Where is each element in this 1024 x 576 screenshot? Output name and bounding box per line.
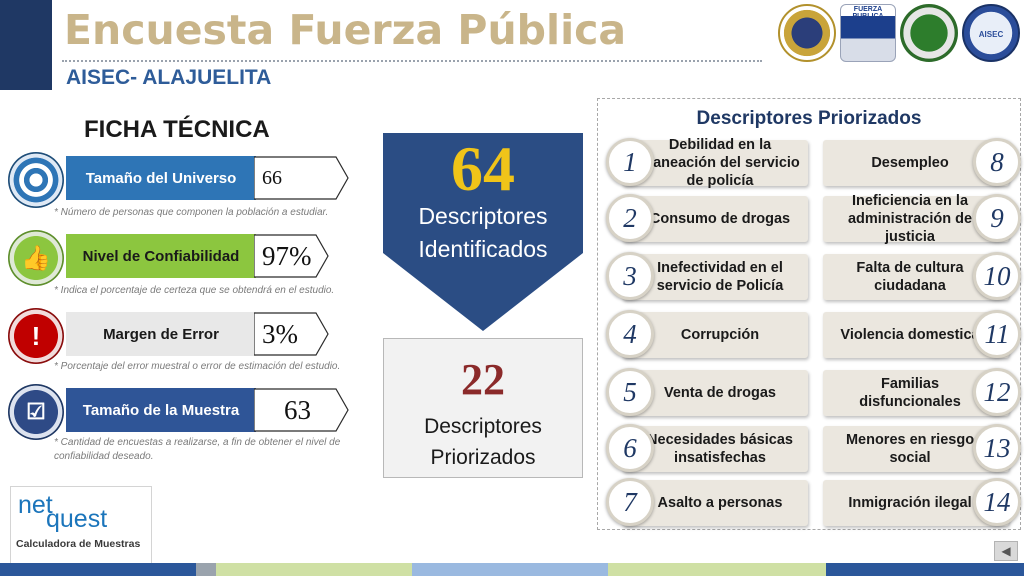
thumbs-up-icon: 👍 <box>8 230 64 286</box>
ficha-value-box-margen: 3% <box>254 312 350 356</box>
identified-count: 64 <box>451 133 515 204</box>
ficha-note-confiabilidad: * Indica el porcentaje de certeza que se… <box>54 285 335 296</box>
netquest-logo-box[interactable] <box>10 486 152 564</box>
alert-icon: ! <box>8 308 64 364</box>
ficha-note-margen: * Porcentaje del error muestral o error … <box>54 361 341 372</box>
descriptor-item-7: Asalto a personas 7 <box>602 478 808 526</box>
prioritized-label: Descriptores Priorizados <box>383 411 583 473</box>
aisec-logo-text: AISEC <box>978 30 1004 39</box>
police-shield-icon <box>900 4 958 62</box>
ficha-row-muestra: ☑ Tamaño de la Muestra 63 <box>6 384 349 440</box>
ficha-row-margen: ! Margen de Error 3% <box>6 308 346 364</box>
descriptor-number: 5 <box>606 368 654 416</box>
value-arrow-shape <box>254 156 349 200</box>
descriptor-text: Inefectividad en el servicio de Policía <box>622 254 808 300</box>
page-title: Encuesta Fuerza Pública <box>64 6 627 54</box>
ficha-label-universo: Tamaño del Universo <box>66 156 256 200</box>
descriptor-item-9: Ineficiencia en la administración de jus… <box>823 193 1024 245</box>
ficha-title: FICHA TÉCNICA <box>84 116 270 143</box>
descriptor-item-14: Inmigración ilegal 14 <box>823 478 1024 526</box>
ficha-value-universo: 66 <box>262 167 282 189</box>
descriptor-item-1: Debilidad en la planeación del servicio … <box>602 137 808 189</box>
descriptor-item-2: Consumo de drogas 2 <box>602 194 808 242</box>
footer-stripe <box>196 563 216 576</box>
institution-logos: FUERZA PUBLICA AISEC <box>778 4 1022 66</box>
descriptor-number: 12 <box>973 368 1021 416</box>
prioritized-label-line1: Descriptores <box>424 415 542 438</box>
ficha-label-margen: Margen de Error <box>66 312 256 356</box>
prioritized-count: 22 <box>461 355 505 404</box>
footer-stripe <box>0 563 196 576</box>
descriptor-number: 11 <box>973 310 1021 358</box>
descriptor-text: Corrupción <box>622 312 808 358</box>
ficha-value-confiabilidad: 97% <box>262 241 312 271</box>
descriptor-item-8: Desempleo 8 <box>823 138 1024 186</box>
ficha-row-confiabilidad: 👍 Nivel de Confiabilidad 97% <box>6 230 346 286</box>
us-embassy-seal-icon <box>778 4 836 62</box>
ficha-value-margen: 3% <box>262 319 298 349</box>
value-arrow-shape <box>254 388 349 432</box>
ficha-value-muestra: 63 <box>284 395 311 425</box>
descriptor-number: 7 <box>606 478 654 526</box>
footer-stripe <box>608 563 826 576</box>
descriptor-number: 9 <box>973 194 1021 242</box>
footer-stripe <box>216 563 412 576</box>
ficha-row-universo: Tamaño del Universo 66 <box>6 152 349 208</box>
descriptor-number: 14 <box>973 478 1021 526</box>
identified-label-line1: Descriptores <box>418 203 548 229</box>
ficha-value-box-universo: 66 <box>254 156 350 200</box>
header-divider <box>62 60 762 62</box>
header-accent-bar <box>0 0 52 90</box>
descriptor-text: Debilidad en la planeación del servicio … <box>622 137 808 189</box>
prioritized-label-line2: Priorizados <box>430 446 536 469</box>
target-icon <box>8 152 64 208</box>
fuerza-logo-text: FUERZA PUBLICA <box>852 6 884 20</box>
footer-stripe <box>826 563 1024 576</box>
value-arrow-shape <box>254 234 329 278</box>
descriptor-number: 13 <box>973 424 1021 472</box>
identified-label-line2: Identificados <box>418 236 548 262</box>
page-subtitle: AISEC- ALAJUELITA <box>66 66 272 89</box>
descriptor-number: 10 <box>973 252 1021 300</box>
fuerza-publica-logo: FUERZA PUBLICA <box>840 4 896 62</box>
identified-arrow-shape <box>383 133 583 331</box>
descriptor-number: 1 <box>606 138 654 186</box>
footer-stripe <box>412 563 608 576</box>
value-arrow-shape <box>254 312 329 356</box>
descriptor-item-10: Falta de cultura ciudadana 10 <box>823 252 1024 300</box>
descriptor-item-4: Corrupción 4 <box>602 310 808 358</box>
descriptor-number: 6 <box>606 424 654 472</box>
clipboard-check-icon: ☑ <box>8 384 64 440</box>
prioritized-box <box>383 338 583 478</box>
netquest-caption: Calculadora de Muestras <box>16 538 141 550</box>
descriptores-panel <box>597 98 1021 530</box>
ficha-label-confiabilidad: Nivel de Confiabilidad <box>66 234 256 278</box>
descriptor-item-6: Necesidades básicas insatisfechas 6 <box>602 424 808 472</box>
descriptores-title: Descriptores Priorizados <box>696 108 922 129</box>
descriptor-number: 4 <box>606 310 654 358</box>
ficha-note-universo: * Número de personas que componen la pob… <box>54 207 329 218</box>
descriptor-number: 2 <box>606 194 654 242</box>
netquest-logo-quest: quest <box>46 505 108 533</box>
identified-label: Descriptores Identificados <box>383 200 583 266</box>
descriptor-item-13: Menores en riesgo social 13 <box>823 424 1024 472</box>
back-arrow-icon[interactable]: ◀ <box>994 541 1018 561</box>
aisec-logo: AISEC <box>962 4 1020 62</box>
descriptor-item-5: Venta de drogas 5 <box>602 368 808 416</box>
netquest-logo-net: net <box>18 491 53 519</box>
descriptor-number: 8 <box>973 138 1021 186</box>
descriptor-item-12: Familias disfuncionales 12 <box>823 368 1024 416</box>
ficha-value-box-muestra: 63 <box>254 388 350 432</box>
descriptor-number: 3 <box>606 252 654 300</box>
descriptor-item-11: Violencia domestica 11 <box>823 310 1024 358</box>
ficha-label-muestra: Tamaño de la Muestra <box>66 388 256 432</box>
ficha-value-box-confiabilidad: 97% <box>254 234 350 278</box>
descriptor-item-3: Inefectividad en el servicio de Policía … <box>602 252 808 300</box>
ficha-note-muestra: * Cantidad de encuestas a realizarse, a … <box>54 437 341 462</box>
